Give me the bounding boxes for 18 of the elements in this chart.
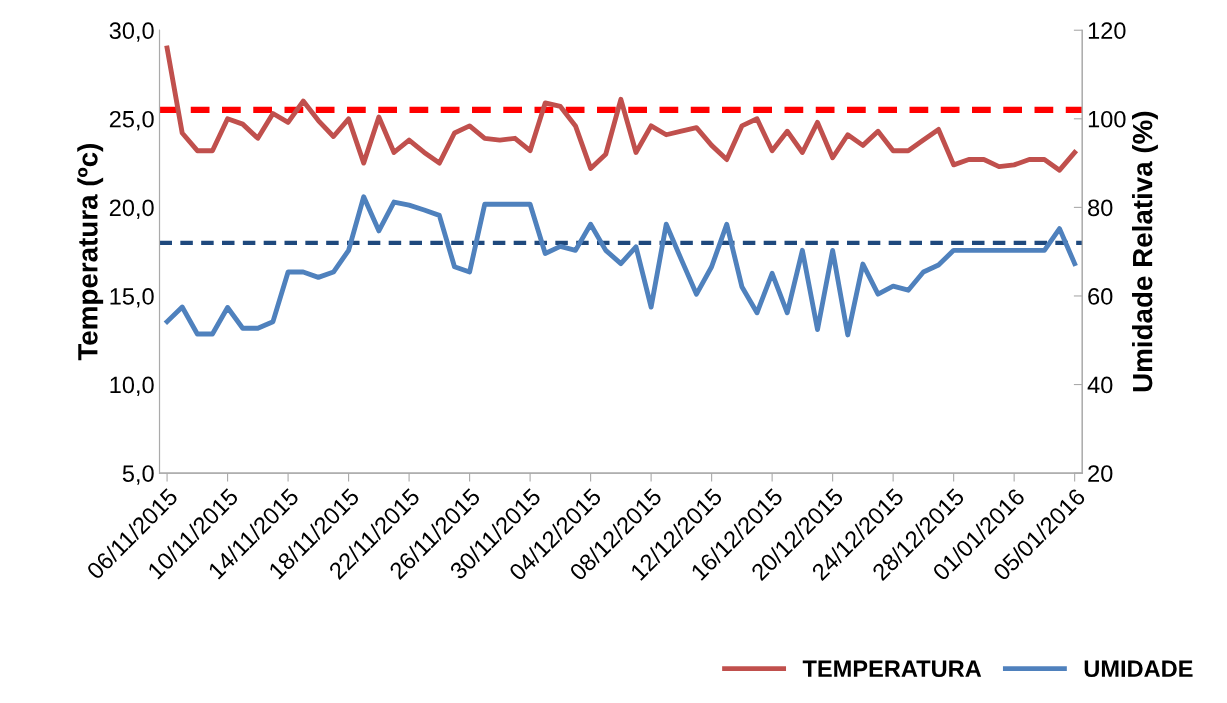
y-tick-label: 5,0 xyxy=(122,465,154,485)
y-axis-title: Temperatura (ºc) xyxy=(77,144,104,361)
y2-tick-label: 120 xyxy=(1088,22,1126,40)
y2-tick-label: 40 xyxy=(1087,376,1113,394)
y-tick-label: 10,0 xyxy=(110,376,154,397)
y2-axis-title: Umidade Relativa (%) xyxy=(1132,111,1158,392)
legend-label: TEMPERATURA xyxy=(802,660,982,678)
line-series xyxy=(164,194,1078,338)
y2-tick-label: 20 xyxy=(1088,465,1113,482)
y-tick-label: 30,0 xyxy=(109,22,154,42)
legend-label: UMIDADE xyxy=(1084,660,1193,678)
y2-tick-label: 100 xyxy=(1088,110,1126,128)
y2-tick-label: 60 xyxy=(1088,288,1113,305)
y-tick-label: 25,0 xyxy=(109,110,154,131)
y-tick-label: 15,0 xyxy=(110,288,154,308)
line-series xyxy=(164,45,1078,173)
y-tick-label: 20,0 xyxy=(109,199,154,219)
y2-tick-label: 80 xyxy=(1088,199,1113,217)
